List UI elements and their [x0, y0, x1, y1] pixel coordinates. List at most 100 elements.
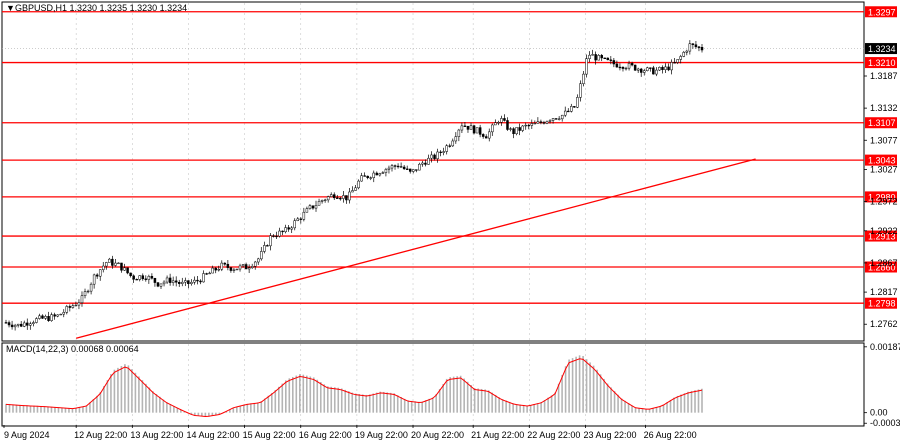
candle-body: [138, 275, 141, 280]
candle-body: [518, 127, 521, 131]
candle-body: [366, 175, 369, 179]
level-tag: [865, 117, 897, 129]
candle-body: [150, 276, 154, 279]
candle-body: [408, 168, 412, 172]
candle-body: [612, 60, 616, 65]
candle-body: [329, 194, 333, 197]
symbol-header: GBPUSD,H1 1.3230 1.3235 1.3230 1.3234: [15, 3, 187, 13]
candle-body: [250, 266, 254, 268]
candle-body: [515, 127, 518, 135]
candle-body: [591, 54, 594, 56]
x-tick-label: 21 Aug 22:00: [471, 430, 524, 440]
candle-body: [691, 43, 695, 45]
candle-body: [184, 280, 187, 283]
chart-menu-arrow-icon[interactable]: ▼: [6, 3, 15, 13]
candle-body: [68, 306, 72, 308]
candle-body: [114, 262, 117, 266]
candle-body: [241, 264, 245, 267]
candle-body: [50, 314, 53, 321]
x-tick-label: 14 Aug 22:00: [186, 430, 239, 440]
candle-body: [117, 262, 120, 265]
price-panel-frame: [1, 1, 865, 342]
candle-body: [162, 281, 166, 285]
level-label: 1.2980: [868, 192, 896, 202]
x-tick-label: 9 Aug 2024: [4, 430, 50, 440]
candle-body: [4, 322, 8, 324]
candle-body: [278, 230, 281, 237]
candle-body: [530, 123, 534, 126]
candle-body: [700, 46, 704, 51]
candle-body: [497, 122, 500, 124]
candle-body: [646, 67, 649, 71]
candle-body: [500, 118, 503, 123]
candle-body: [448, 145, 451, 147]
candle-body: [229, 267, 233, 271]
candle-body: [77, 302, 81, 306]
candle-body: [83, 291, 87, 296]
candle-body: [606, 57, 610, 61]
candle-body: [491, 124, 494, 133]
candle-body: [336, 197, 339, 199]
candle-body: [80, 295, 84, 304]
candle-body: [253, 261, 257, 267]
grid: [75, 3, 646, 425]
candle-body: [539, 121, 543, 123]
x-tick-label: 15 Aug 22:00: [243, 430, 296, 440]
y-tick-label: 1.3077: [870, 135, 898, 145]
candle-body: [156, 282, 160, 287]
candle-body: [284, 227, 287, 233]
candle-body: [89, 283, 93, 292]
candles: [4, 40, 704, 331]
candle-body: [372, 172, 376, 178]
candle-body: [287, 227, 290, 230]
candle-body: [226, 263, 230, 268]
candle-body: [141, 275, 145, 280]
macd-tick-label: -0.0003: [870, 418, 900, 428]
candle-body: [639, 68, 643, 73]
candle-body: [129, 272, 132, 277]
candle-body: [557, 118, 561, 120]
macd-tick-label: 0.00: [870, 408, 888, 418]
candle-body: [442, 151, 445, 153]
level-tag: [865, 57, 897, 69]
candle-body: [181, 281, 184, 284]
candle-body: [223, 262, 227, 265]
candle-body: [588, 54, 591, 59]
candle-body: [384, 169, 388, 173]
candle-body: [275, 235, 278, 238]
candle-body: [144, 278, 148, 280]
candle-body: [238, 265, 242, 270]
candle-body: [126, 267, 129, 274]
candle-body: [323, 199, 327, 201]
candle-body: [679, 56, 682, 60]
candle-body: [92, 274, 96, 285]
candle-body: [311, 205, 315, 209]
candle-body: [484, 136, 488, 139]
current-price-tag: [865, 43, 897, 55]
candle-body: [676, 59, 679, 63]
candle-body: [326, 196, 330, 201]
current-price-label: 1.3234: [868, 44, 896, 54]
candle-body: [44, 316, 47, 319]
candle-body: [600, 55, 603, 59]
y-tick-label: 1.3132: [870, 103, 898, 113]
candle-body: [560, 114, 564, 120]
candle-body: [305, 208, 309, 213]
x-tick-label: 22 Aug 22:00: [527, 430, 580, 440]
candle-body: [424, 162, 427, 165]
candle-body: [451, 140, 455, 147]
candle-body: [159, 283, 163, 287]
candle-body: [314, 205, 318, 209]
candle-body: [38, 315, 41, 319]
candle-body: [193, 279, 196, 283]
candle-body: [35, 318, 38, 323]
candle-body: [433, 154, 436, 159]
candle-body: [542, 122, 546, 124]
candle-body: [168, 277, 172, 283]
candle-body: [257, 258, 260, 263]
candle-body: [570, 106, 573, 112]
candle-body: [618, 66, 622, 69]
candle-body: [655, 69, 658, 75]
x-tick-label: 20 Aug 22:00: [411, 430, 464, 440]
